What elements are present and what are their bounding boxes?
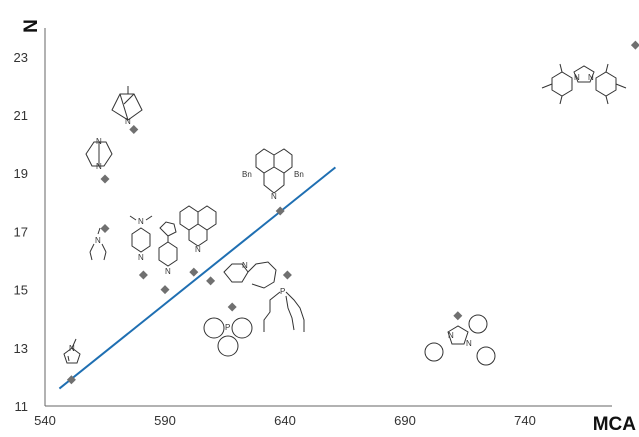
structure-bn-diamine: Bn Bn N xyxy=(242,148,304,201)
svg-text:N: N xyxy=(138,217,144,226)
svg-text:N: N xyxy=(95,236,101,245)
svg-text:N: N xyxy=(242,261,248,270)
data-point xyxy=(160,285,170,295)
y-tick-label: 11 xyxy=(15,399,29,414)
data-point xyxy=(282,270,292,280)
svg-text:N: N xyxy=(69,344,75,353)
structure-dbu: N xyxy=(223,261,277,289)
y-tick-label: 17 xyxy=(14,224,28,239)
svg-text:N: N xyxy=(165,267,171,276)
svg-text:P: P xyxy=(225,323,230,332)
data-point xyxy=(100,174,110,184)
structure-triethylamine: N xyxy=(89,227,107,261)
structure-quinuclidine: N xyxy=(111,86,143,126)
svg-text:Bn: Bn xyxy=(294,170,304,179)
molecule-structures: N N N N N N xyxy=(63,63,627,366)
y-tick-label: 13 xyxy=(14,341,28,356)
structure-dmap: N N xyxy=(129,215,153,262)
y-tick-label: 23 xyxy=(14,50,28,65)
svg-text:N: N xyxy=(574,73,580,82)
y-tick-label: 21 xyxy=(14,108,28,123)
data-point xyxy=(630,40,639,50)
structure-triphenylphosphine: P xyxy=(203,317,253,357)
svg-text:P: P xyxy=(280,287,285,296)
data-point xyxy=(100,223,110,233)
data-point xyxy=(66,375,76,385)
structure-ppy: N xyxy=(158,221,178,276)
svg-text:N: N xyxy=(448,331,454,340)
y-axis-title: N xyxy=(21,19,42,33)
data-points xyxy=(66,40,639,385)
tick-labels: 540 590 640 690 740 11 13 15 17 19 21 23 xyxy=(14,50,536,428)
data-point xyxy=(129,125,139,135)
svg-text:N: N xyxy=(96,162,102,171)
svg-text:N: N xyxy=(125,117,131,126)
x-tick-label: 540 xyxy=(34,413,56,428)
axes: N MCA xyxy=(21,19,636,435)
svg-text:Bn: Bn xyxy=(242,170,252,179)
x-tick-label: 640 xyxy=(274,413,296,428)
svg-text:N: N xyxy=(271,192,277,201)
structure-triazolylidene: N N xyxy=(424,314,496,366)
svg-text:N: N xyxy=(138,253,144,262)
data-point xyxy=(453,311,463,321)
x-tick-label: 740 xyxy=(514,413,536,428)
structure-methylimidazole: N xyxy=(63,338,81,364)
svg-text:N: N xyxy=(96,137,102,146)
structure-tributylphosphine: P xyxy=(263,287,305,332)
structure-julolidine: N xyxy=(179,205,217,254)
structure-dabco: N N xyxy=(85,137,113,171)
x-tick-label: 690 xyxy=(394,413,416,428)
svg-text:N: N xyxy=(195,245,201,254)
structure-imes: N N xyxy=(541,63,627,105)
data-point xyxy=(189,267,199,277)
x-axis-title: MCA xyxy=(593,414,637,435)
y-tick-label: 15 xyxy=(14,283,28,298)
y-tick-label: 19 xyxy=(14,166,28,181)
data-point xyxy=(275,206,285,216)
trendline xyxy=(58,166,337,390)
svg-text:N: N xyxy=(466,339,472,348)
data-point xyxy=(227,302,237,312)
x-tick-label: 590 xyxy=(154,413,176,428)
svg-text:N: N xyxy=(588,73,594,82)
data-point xyxy=(138,270,148,280)
data-point xyxy=(206,276,216,286)
